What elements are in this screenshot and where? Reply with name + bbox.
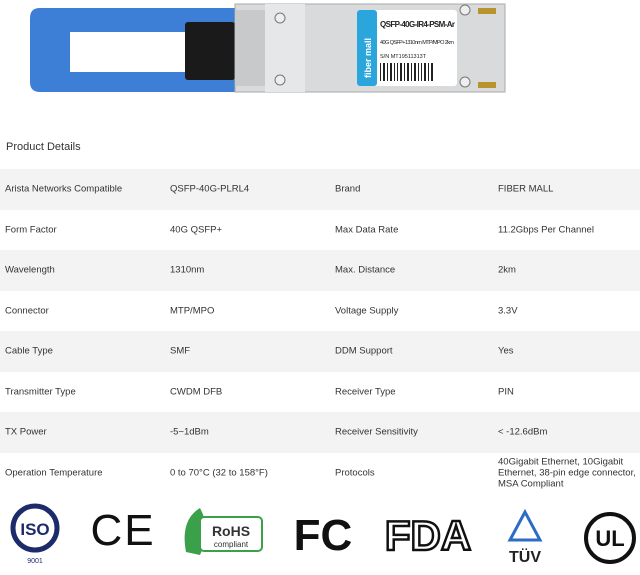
spec-label: Connector xyxy=(5,305,49,317)
spec-row: Transmitter Type CWDM DFB Receiver Type PIN xyxy=(0,372,640,413)
spec-value: QSFP-40G-PLRL4 xyxy=(170,183,250,195)
spec-row: TX Power -5~1dBm Receiver Sensitivity < -12… xyxy=(0,412,640,453)
spec-value: 11.2Gbps Per Channel xyxy=(498,224,594,236)
spec-label: TX Power xyxy=(5,426,47,438)
product-image: fiber mall QSFP-40G-IR4-PSM-Ar 40G QSFP+… xyxy=(30,3,506,93)
spec-row: Operation Temperature 0 to 70°C (32 to 15… xyxy=(0,453,640,494)
spec-value: 3.3V xyxy=(498,305,518,317)
spec-row: Connector MTP/MPO Voltage Supply 3.3V xyxy=(0,291,640,332)
spec-value: 2km xyxy=(498,264,516,276)
svg-text:compliant: compliant xyxy=(214,540,249,549)
spec-label: Transmitter Type xyxy=(5,386,76,398)
ul-logo: UL xyxy=(584,512,636,564)
spec-row: Cable Type SMF DDM Support Yes xyxy=(0,331,640,372)
svg-text:ISO: ISO xyxy=(20,520,49,539)
spec-label: Protocols xyxy=(335,467,375,479)
svg-text:UL: UL xyxy=(595,526,624,551)
barcode xyxy=(380,63,433,81)
section-title: Product Details xyxy=(6,141,81,153)
spec-row: Form Factor 40G QSFP+ Max Data Rate 11.2Gbp… xyxy=(0,210,640,251)
spec-label: DDM Support xyxy=(335,345,393,357)
spec-label: Receiver Sensitivity xyxy=(335,426,418,438)
spec-value: < -12.6dBm xyxy=(498,426,548,438)
spec-value: 40Gigabit Ethernet, 10Gigabit Ethernet, … xyxy=(498,456,636,490)
ce-logo: CE xyxy=(90,506,155,555)
spec-value: FIBER MALL xyxy=(498,183,554,195)
svg-text:9001: 9001 xyxy=(27,558,43,565)
certification-logos: ISO 9001 CE RoHS compliant FC FDA TÜV UL xyxy=(10,503,636,566)
spec-value: MTP/MPO xyxy=(170,305,215,317)
spec-value: Yes xyxy=(498,345,514,357)
spec-label: Brand xyxy=(335,183,361,195)
spec-row: Arista Networks Compatible QSFP-40G-PLRL4… xyxy=(0,169,640,210)
spec-label: Operation Temperature xyxy=(5,467,103,479)
rohs-logo: RoHS compliant xyxy=(184,508,263,555)
label-desc: 40G QSFP+1310nm MTP/MPO 2km xyxy=(380,40,454,46)
tuv-logo: TÜV xyxy=(507,508,543,566)
spec-label: Cable Type xyxy=(5,345,53,357)
spec-value: 1310nm xyxy=(170,264,205,276)
label-brand: fiber mall xyxy=(363,38,373,78)
spec-label: Receiver Type xyxy=(335,386,396,398)
svg-text:TÜV: TÜV xyxy=(509,547,541,566)
spec-value: 40G QSFP+ xyxy=(170,224,223,236)
fc-logo: FC xyxy=(294,511,353,560)
spec-label: Max. Distance xyxy=(335,264,396,276)
spec-row: Wavelength 1310nm Max. Distance 2km xyxy=(0,250,640,291)
spec-value: -5~1dBm xyxy=(170,426,209,438)
spec-value: SMF xyxy=(170,345,191,357)
spec-value: PIN xyxy=(498,386,514,398)
spec-table: Arista Networks Compatible QSFP-40G-PLRL4… xyxy=(0,169,640,493)
spec-value: 0 to 70°C (32 to 158°F) xyxy=(170,467,268,479)
label-serial: S/N MT19511313T xyxy=(380,54,427,60)
fda-logo: FDA xyxy=(385,512,471,559)
spec-label: Max Data Rate xyxy=(335,224,399,236)
svg-text:RoHS: RoHS xyxy=(212,523,250,539)
label-model: QSFP-40G-IR4-PSM-Ar xyxy=(380,20,455,29)
iso-logo: ISO 9001 xyxy=(10,503,60,565)
spec-label: Arista Networks Compatible xyxy=(5,183,123,195)
spec-value: CWDM DFB xyxy=(170,386,223,398)
spec-label: Voltage Supply xyxy=(335,305,399,317)
spec-label: Wavelength xyxy=(5,264,55,276)
spec-label: Form Factor xyxy=(5,224,57,236)
